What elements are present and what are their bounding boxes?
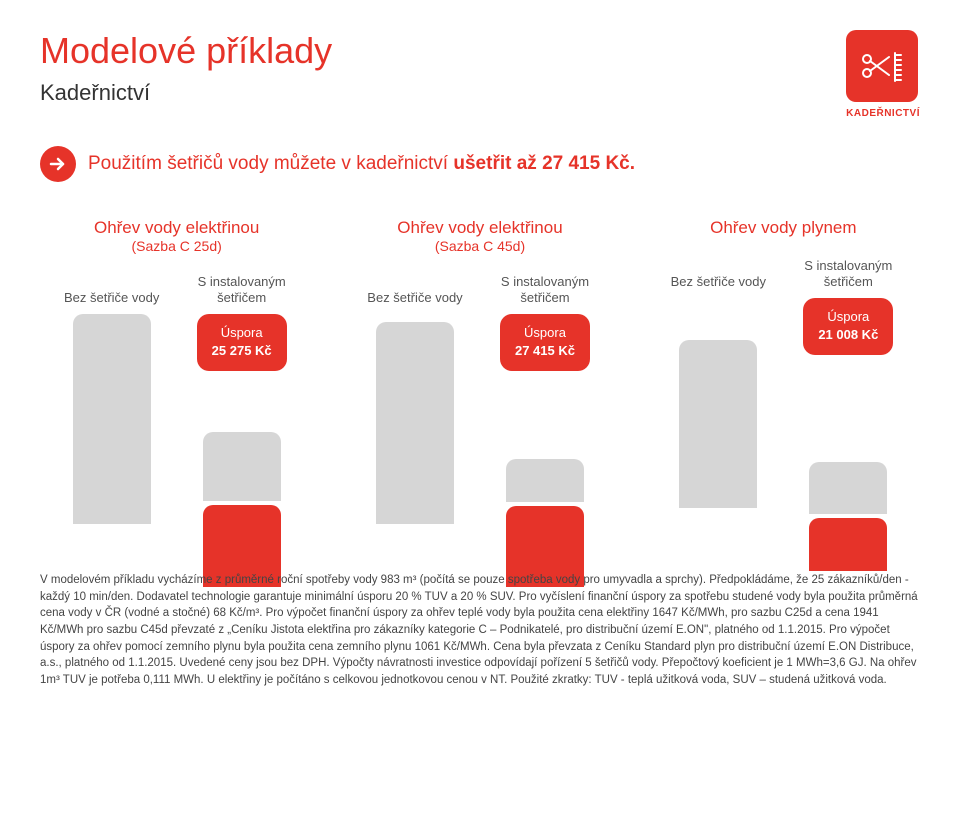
bar-label: S instalovaným šetřičem [192,272,292,306]
bars-row: Bez šetřiče vody S instalovaným šetřičem Ú… [62,272,292,532]
bar-segment [809,462,887,515]
chart-group: Ohřev vody elektřinou(Sazba C 45d) Bez še… [343,218,616,532]
page-subtitle: Kadeřnictví [40,80,920,106]
group-subtitle: (Sazba C 25d) [132,238,222,254]
bar-column: Bez šetřiče vody [668,256,768,508]
bar-label: S instalovaným šetřičem [798,256,898,290]
badge-line1: Úspora [506,324,584,342]
bar-segment [203,432,281,502]
bar-column: S instalovaným šetřičem Úspora21 008 Kč [798,256,898,571]
savings-badge: Úspora21 008 Kč [803,298,893,355]
page-title: Modelové příklady [40,30,920,72]
chart-area: Ohřev vody elektřinou(Sazba C 25d)Bez še… [40,218,920,532]
bar-stack [506,377,584,587]
bars-row: Bez šetřiče vody S instalovaným šetřičem Ú… [365,272,595,532]
bars-row: Bez šetřiče vody S instalovaným šetřičem Ú… [668,256,898,516]
badge-line1: Úspora [203,324,281,342]
savings-badge: Úspora27 415 Kč [500,314,590,371]
bar-label: Bez šetřiče vody [64,272,159,306]
callout-text: Použitím šetřičů vody můžete v kadeřnict… [88,153,635,175]
bar-segment [809,518,887,571]
bar-segment [73,314,151,524]
callout: Použitím šetřičů vody můžete v kadeřnict… [40,146,920,182]
group-title: Ohřev vody elektřinou [397,218,562,238]
bar-column: S instalovaným šetřičem Úspora27 415 Kč [495,272,595,587]
bar-stack [203,377,281,587]
bar-label: Bez šetřiče vody [367,272,462,306]
bar-column: Bez šetřiče vody [62,272,162,524]
group-subtitle: (Sazba C 45d) [435,238,525,254]
bar-segment [376,322,454,524]
bar-stack [809,361,887,571]
badge-line2: 27 415 Kč [506,342,584,360]
badge-line1: Úspora [809,308,887,326]
category-badge: KADEŘNICTVÍ [846,30,920,119]
header: Modelové příklady Kadeřnictví [40,30,920,106]
arrow-right-icon [40,146,76,182]
group-title: Ohřev vody elektřinou [94,218,259,238]
chart-group: Ohřev vody elektřinou(Sazba C 25d) Bez še… [40,218,313,532]
chart-group: Ohřev vody plynem Bez šetřiče vody S insta… [647,218,920,532]
scissors-comb-icon [846,30,918,102]
callout-prefix: Použitím šetřičů vody můžete v kadeřnict… [88,153,453,174]
footnote: V modelovém příkladu vycházíme z průměrn… [40,572,920,689]
bar-segment [506,459,584,502]
bar-label: S instalovaným šetřičem [495,272,595,306]
callout-bold: ušetřit až 27 415 Kč. [453,153,635,174]
bar-label: Bez šetřiče vody [671,256,766,290]
bar-column: Bez šetřiče vody [365,272,465,524]
bar-stack [73,314,151,524]
bar-stack [679,298,757,508]
group-title: Ohřev vody plynem [710,218,856,238]
badge-line2: 21 008 Kč [809,326,887,344]
bar-stack [376,314,454,524]
bar-segment [679,340,757,508]
badge-line2: 25 275 Kč [203,342,281,360]
savings-badge: Úspora25 275 Kč [197,314,287,371]
bar-column: S instalovaným šetřičem Úspora25 275 Kč [192,272,292,587]
icon-caption: KADEŘNICTVÍ [846,108,920,119]
